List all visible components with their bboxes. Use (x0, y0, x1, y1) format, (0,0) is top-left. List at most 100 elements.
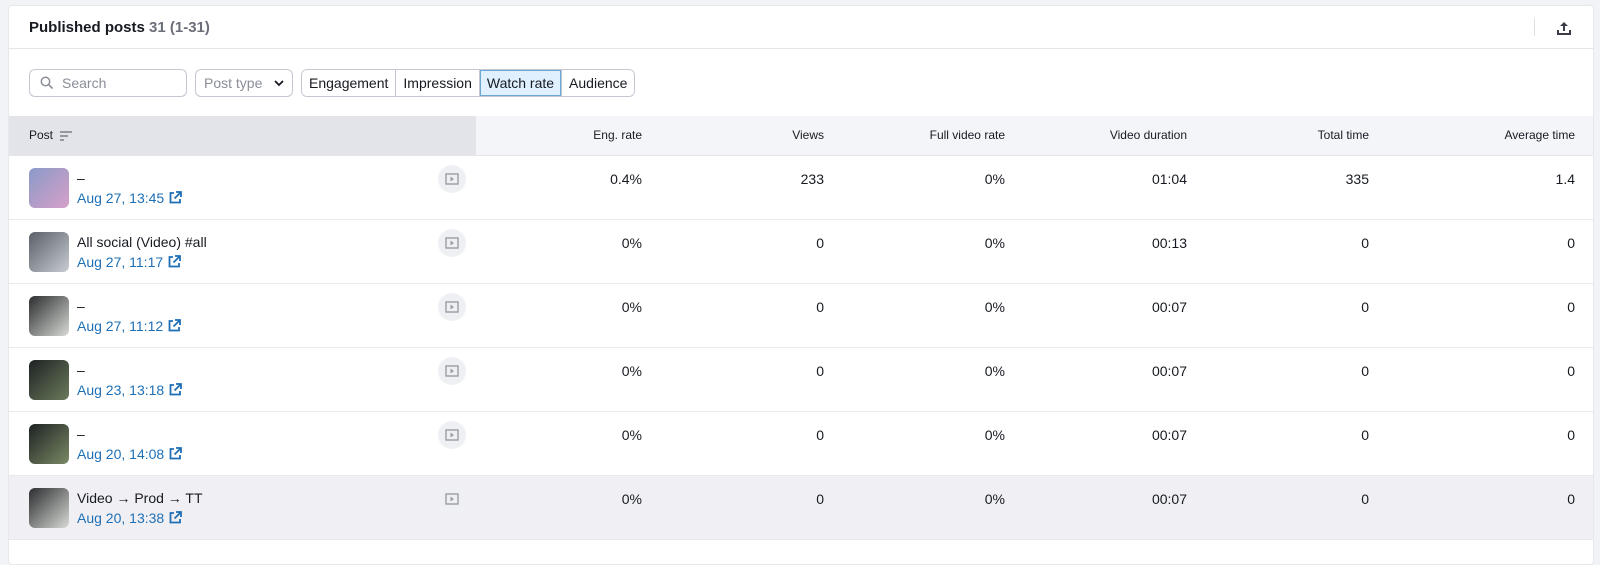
post-thumbnail[interactable] (29, 231, 69, 272)
column-header-views[interactable]: Views (662, 116, 844, 156)
average-time-cell: 0 (1567, 490, 1575, 507)
post-type-select[interactable]: Post type (195, 69, 293, 97)
published-posts-card: Published posts 31 (1-31) Post type Enga… (8, 5, 1594, 565)
average-time-cell: 0 (1567, 298, 1575, 315)
search-icon (40, 76, 54, 90)
post-date-link[interactable]: Aug 20, 13:38 (77, 509, 203, 527)
external-link-icon[interactable] (168, 319, 182, 332)
total-time-cell: 0 (1361, 490, 1369, 507)
column-header-post[interactable]: Post (9, 116, 476, 156)
table-row[interactable]: – Aug 27, 13:45 0.4% 233 0% 01:04 335 1.… (9, 155, 1593, 219)
post-type-label: Post type (204, 75, 263, 91)
full-video-rate-cell: 0% (984, 362, 1005, 379)
tab-engagement[interactable]: Engagement (302, 70, 397, 96)
column-header-eng-rate[interactable]: Eng. rate (476, 116, 662, 156)
post-date-link[interactable]: Aug 20, 14:08 (77, 445, 183, 463)
post-thumbnail[interactable] (29, 359, 69, 400)
column-header-average-time[interactable]: Average time (1389, 116, 1593, 156)
video-duration-cell: 01:04 (1151, 170, 1187, 187)
tab-impression[interactable]: Impression (396, 70, 480, 96)
eng-rate-cell: 0% (621, 362, 642, 379)
video-type-icon (438, 228, 466, 257)
column-header-full-video-rate[interactable]: Full video rate (844, 116, 1025, 156)
external-link-icon[interactable] (168, 255, 182, 268)
full-video-rate-cell: 0% (984, 490, 1005, 507)
external-link-icon[interactable] (169, 511, 183, 524)
total-time-cell: 0 (1361, 362, 1369, 379)
post-date-link[interactable]: Aug 23, 13:18 (77, 381, 183, 399)
average-time-cell: 1.4 (1555, 170, 1575, 187)
post-thumbnail[interactable] (29, 423, 69, 464)
search-box[interactable] (29, 69, 187, 97)
post-cell: – Aug 27, 11:12 (9, 283, 476, 347)
post-date-link[interactable]: Aug 27, 11:12 (77, 317, 182, 335)
tab-audience[interactable]: Audience (562, 70, 635, 96)
sort-icon[interactable] (60, 131, 73, 141)
video-type-icon (438, 292, 466, 321)
views-cell: 0 (816, 298, 824, 315)
toolbar: Post type Engagement Impression Watch ra… (29, 69, 636, 97)
table-row[interactable]: – Aug 23, 13:18 0% 0 0% 00:07 0 0 (9, 347, 1593, 411)
average-time-cell: 0 (1567, 426, 1575, 443)
post-thumbnail[interactable] (29, 487, 69, 528)
views-cell: 0 (816, 234, 824, 251)
chevron-down-icon (274, 80, 284, 87)
post-cell: All social (Video) #all Aug 27, 11:17 (9, 219, 476, 283)
search-input[interactable] (62, 75, 172, 91)
table-row[interactable]: – Aug 27, 11:12 0% 0 0% 00:07 0 0 (9, 283, 1593, 347)
average-time-cell: 0 (1567, 234, 1575, 251)
video-duration-cell: 00:07 (1151, 490, 1187, 507)
post-thumbnail[interactable] (29, 295, 69, 336)
table-header-row: Post Eng. rate Views Full video rate Vid… (9, 116, 1593, 156)
total-time-cell: 0 (1361, 234, 1369, 251)
tab-watch-rate[interactable]: Watch rate (479, 70, 563, 96)
views-cell: 233 (800, 170, 824, 187)
post-title: – (77, 169, 85, 186)
full-video-rate-cell: 0% (984, 298, 1005, 315)
post-thumbnail[interactable] (29, 167, 69, 208)
divider (1534, 18, 1535, 36)
post-title: – (77, 425, 85, 442)
video-duration-cell: 00:07 (1151, 298, 1187, 315)
full-video-rate-cell: 0% (984, 426, 1005, 443)
external-link-icon[interactable] (169, 447, 183, 460)
post-date: Aug 23, 13:18 (77, 381, 165, 398)
post-title: All social (Video) #all (77, 233, 207, 250)
post-count: 31 (1-31) (149, 18, 210, 36)
total-time-cell: 335 (1345, 170, 1369, 187)
video-type-icon (438, 356, 466, 385)
card-header: Published posts 31 (1-31) (9, 6, 1593, 49)
post-date-link[interactable]: Aug 27, 11:17 (77, 253, 207, 271)
post-title: – (77, 361, 85, 378)
eng-rate-cell: 0% (621, 298, 642, 315)
views-cell: 0 (816, 490, 824, 507)
video-type-icon (438, 164, 466, 193)
post-title: Video → Prod → TT (77, 489, 203, 506)
post-date: Aug 27, 13:45 (77, 189, 165, 206)
eng-rate-cell: 0% (621, 426, 642, 443)
column-header-video-duration[interactable]: Video duration (1025, 116, 1207, 156)
table-row[interactable]: Video → Prod → TT Aug 20, 13:38 0% 0 0% … (9, 475, 1593, 539)
average-time-cell: 0 (1567, 362, 1575, 379)
post-cell: – Aug 23, 13:18 (9, 347, 476, 411)
post-date-link[interactable]: Aug 27, 13:45 (77, 189, 183, 207)
column-label: Post (29, 128, 54, 143)
export-button[interactable] (1551, 16, 1577, 40)
metric-tabs: Engagement Impression Watch rate Audienc… (301, 69, 636, 97)
video-type-icon (438, 484, 466, 513)
column-header-total-time[interactable]: Total time (1207, 116, 1389, 156)
post-date: Aug 27, 11:12 (77, 317, 164, 334)
post-cell: Video → Prod → TT Aug 20, 13:38 (9, 475, 476, 539)
post-cell: – Aug 20, 14:08 (9, 411, 476, 475)
total-time-cell: 0 (1361, 426, 1369, 443)
full-video-rate-cell: 0% (984, 170, 1005, 187)
external-link-icon[interactable] (169, 191, 183, 204)
table-row[interactable]: – Aug 20, 14:08 0% 0 0% 00:07 0 0 (9, 411, 1593, 475)
post-cell: – Aug 27, 13:45 (9, 155, 476, 219)
eng-rate-cell: 0% (621, 234, 642, 251)
external-link-icon[interactable] (169, 383, 183, 396)
eng-rate-cell: 0.4% (610, 170, 642, 187)
table-row[interactable]: All social (Video) #all Aug 27, 11:17 0%… (9, 219, 1593, 283)
post-date: Aug 20, 13:38 (77, 509, 165, 526)
posts-table: Post Eng. rate Views Full video rate Vid… (9, 116, 1593, 540)
